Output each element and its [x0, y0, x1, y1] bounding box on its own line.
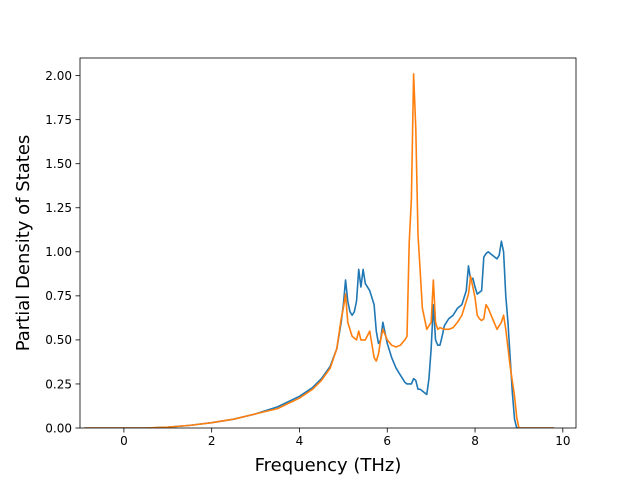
x-axis-label: Frequency (THz): [255, 455, 402, 476]
x-tick-label: 2: [208, 434, 216, 448]
series-2-line: [84, 73, 555, 428]
y-tick-label: 1.75: [45, 113, 72, 127]
x-tick-label: 8: [471, 434, 479, 448]
plot-frame: [79, 57, 577, 429]
y-tick-label: 0.25: [45, 377, 72, 391]
y-axis-label: Partial Density of States: [13, 135, 34, 352]
y-tick-label: 0.50: [45, 333, 72, 347]
y-axis-ticks: 0.00 0.25 0.50 0.75 1.00 1.25 1.50 1.75 2.00: [45, 69, 80, 435]
plot-lines: [84, 73, 555, 428]
y-tick-label: 2.00: [45, 69, 72, 83]
y-tick-label: 0.00: [45, 421, 72, 435]
x-tick-label: 10: [555, 434, 570, 448]
x-tick-label: 0: [120, 434, 128, 448]
x-tick-label: 6: [383, 434, 391, 448]
x-tick-label: 4: [296, 434, 304, 448]
y-tick-label: 1.50: [45, 157, 72, 171]
y-tick-label: 1.00: [45, 245, 72, 259]
x-axis-ticks: 0 2 4 6 8 10: [120, 428, 570, 448]
y-tick-label: 0.75: [45, 289, 72, 303]
y-tick-label: 1.25: [45, 201, 72, 215]
